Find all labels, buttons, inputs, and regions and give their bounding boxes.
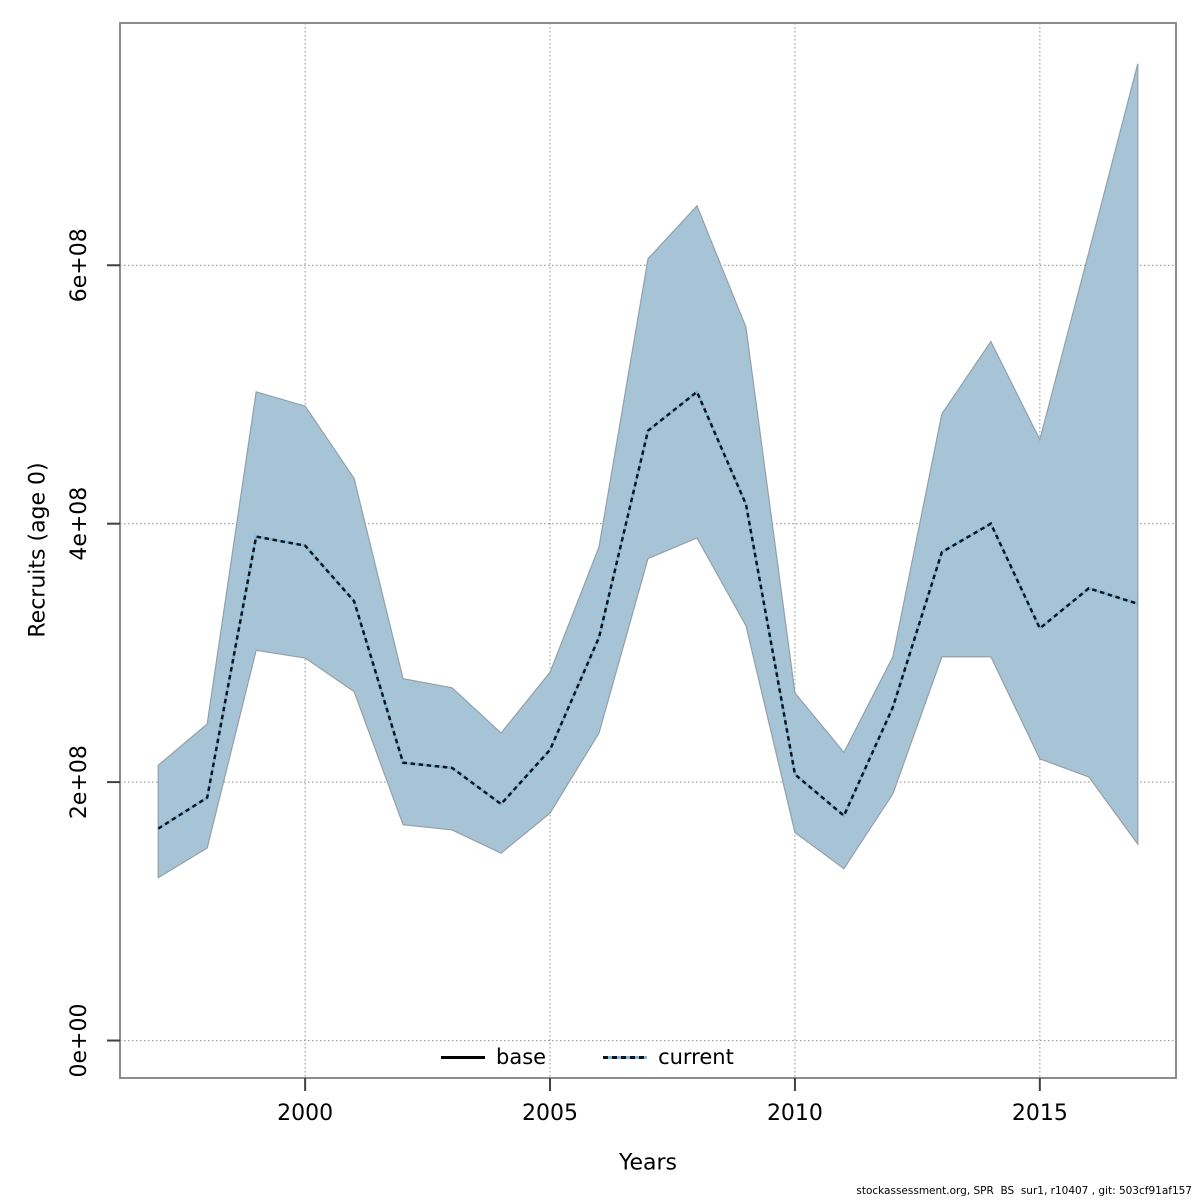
legend-label-base: base xyxy=(496,1045,547,1069)
y-tick-label: 6e+08 xyxy=(67,228,92,302)
legend: base current xyxy=(441,1043,734,1071)
y-axis-title: Recruits (age 0) xyxy=(25,462,51,638)
confidence-band xyxy=(157,63,1139,879)
legend-label-current: current xyxy=(658,1045,734,1069)
plot-frame xyxy=(119,22,1177,1079)
current-line-dashes xyxy=(157,389,1139,830)
x-tick-label: 2000 xyxy=(277,1101,333,1126)
x-tick-label: 2010 xyxy=(767,1101,823,1126)
base-line-swatch xyxy=(441,1055,485,1059)
y-tick-label: 2e+08 xyxy=(67,745,92,819)
current-line-swatch xyxy=(603,1055,648,1059)
x-tick-label: 2015 xyxy=(1012,1101,1068,1126)
y-tick-label: 0e+00 xyxy=(67,1004,92,1078)
x-axis-title: Years xyxy=(618,1150,678,1176)
footer-run-info: stockassessment.org, SPR BS sur1, r10407… xyxy=(856,1185,1192,1197)
y-tick-label: 4e+08 xyxy=(67,487,92,561)
x-tick-label: 2005 xyxy=(522,1101,578,1126)
